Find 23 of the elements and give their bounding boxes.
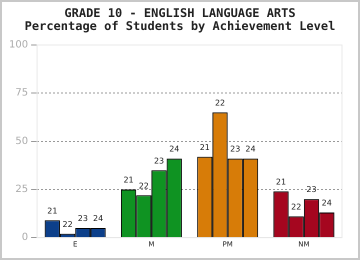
- text: 24: [169, 144, 180, 154]
- y-tick-label: 100: [8, 40, 28, 51]
- series-label: 21: [47, 206, 58, 216]
- text: 22: [291, 202, 302, 212]
- text: 24: [245, 144, 256, 154]
- series-label: 24: [92, 214, 104, 224]
- text: 21: [276, 177, 286, 186]
- y-tick-label: 0: [22, 232, 28, 244]
- y-tick-label: 75: [15, 88, 28, 99]
- y-tick-label: 25: [15, 184, 28, 196]
- text: 23: [230, 144, 240, 154]
- y-tick-label: 50: [15, 136, 28, 147]
- text: 22: [138, 181, 149, 190]
- text: 23: [306, 185, 317, 194]
- text: 22: [62, 220, 73, 229]
- text: 21: [123, 176, 134, 185]
- chart-subtitle: Percentage of Students by Achievement Level: [24, 19, 336, 33]
- series-label: 23: [78, 214, 88, 224]
- chart-title: GRADE 10 - ENGLISH LANGUAGE ARTS: [63, 6, 297, 20]
- text: 21: [200, 142, 210, 152]
- text: 23: [154, 156, 164, 166]
- text: 24: [322, 198, 332, 208]
- series-label: 22: [214, 98, 226, 108]
